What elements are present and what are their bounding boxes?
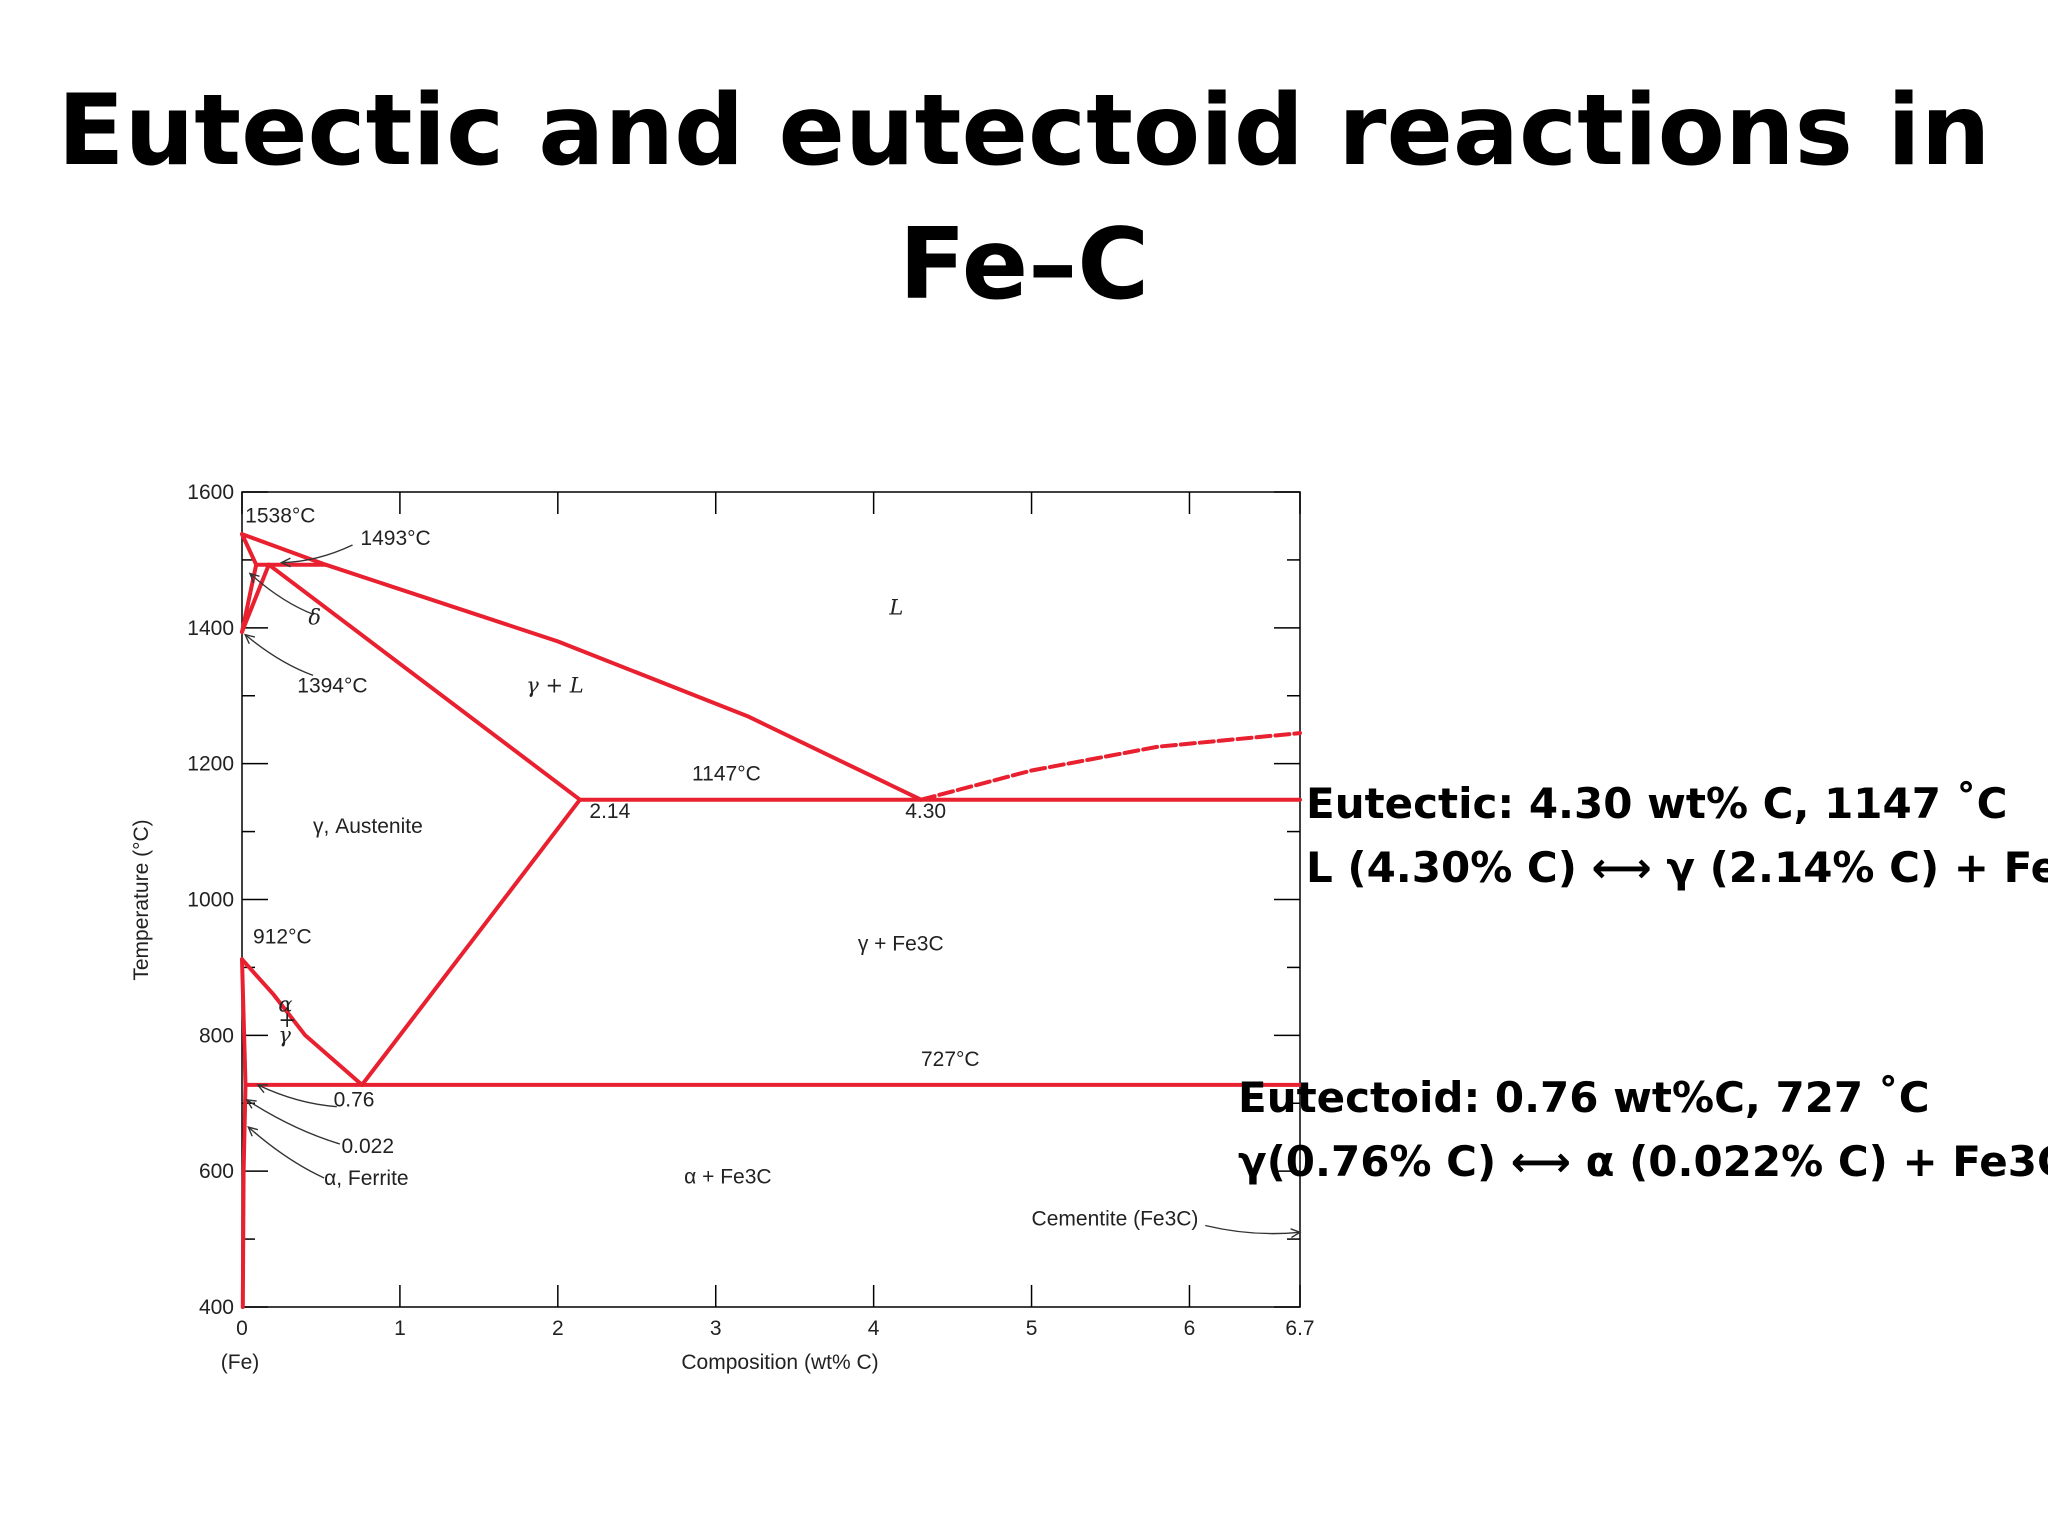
x-tick-label-1: 1: [394, 1317, 406, 1340]
annotation-19: α + Fe3C: [684, 1165, 771, 1188]
annotation-8: 4.30: [905, 800, 946, 823]
annotation-14: γ: [278, 1023, 291, 1047]
eutectic-note-line-2: L (4.30% C) ⟷ γ (2.14% C) + Fe3C: [1306, 843, 2048, 892]
y-tick-label-3: 1000: [187, 889, 234, 912]
eutectic-note: Eutectic: 4.30 wt% C, 1147 ˚C L (4.30% C…: [1306, 772, 2048, 900]
callout-arrow-2: [243, 633, 314, 677]
callout-arrow-head-3: [256, 1084, 268, 1094]
annotation-6: 1147°C: [692, 763, 761, 786]
annotation-10: 912°C: [253, 926, 312, 949]
callout-arrow-line-1: [249, 572, 314, 615]
x-axis-title: Composition (wt% C): [681, 1351, 878, 1374]
callout-arrow-0: [279, 544, 353, 568]
annotation-0: 1538°C: [245, 505, 315, 528]
eutectoid-note: Eutectoid: 0.76 wt%C, 727 ˚C γ(0.76% C) …: [1238, 1066, 2048, 1194]
annotation-5: γ + L: [526, 673, 583, 697]
callout-arrow-line-4: [246, 1099, 341, 1145]
x-tick-label-7: 6.7: [1285, 1317, 1314, 1340]
tick-labels: 0 1 2 3 4 5 6 6.7 400 600 800 1000 1200 1400 1600: [187, 481, 1314, 1340]
phase-line-4: [240, 562, 271, 634]
y-tick-label-1: 600: [199, 1160, 234, 1183]
callout-arrow-head-1: [248, 572, 260, 584]
y-tick-label-5: 1400: [187, 617, 234, 640]
annotation-9: γ, Austenite: [313, 815, 423, 838]
y-tick-label-0: 400: [199, 1296, 234, 1319]
x-tick-label-0: 0: [236, 1317, 248, 1340]
slide-title: Eutectic and eutectoid reactions in Fe–C: [0, 64, 2048, 332]
phase-line-0: [240, 532, 923, 802]
y-axis-title: Temperature (°C): [130, 819, 153, 980]
eutectoid-note-line-1: Eutectoid: 0.76 wt%C, 727 ˚C: [1238, 1073, 1930, 1122]
callout-arrow-4: [245, 1098, 341, 1145]
phase-line-5: [266, 562, 582, 802]
callout-arrow-line-3: [257, 1084, 337, 1108]
annotation-7: 2.14: [589, 800, 630, 823]
callout-arrow-head-2: [243, 633, 256, 645]
eutectic-note-line-1: Eutectic: 4.30 wt% C, 1147 ˚C: [1306, 779, 2008, 828]
phase-line-7: [360, 797, 582, 1087]
region-labels: 1538°C 1493°C δ 1394°C Lγ + L 1147°C 2.14 4.30 γ…: [245, 505, 1198, 1231]
x-tick-label-6: 6: [1184, 1317, 1196, 1340]
phase-line-11: [240, 1082, 248, 1309]
callout-arrow-6: [1205, 1224, 1302, 1239]
callout-arrow-5: [247, 1125, 325, 1179]
x-tick-label-3: 3: [710, 1317, 722, 1340]
callout-arrow-line-0: [281, 544, 353, 564]
annotation-12: α: [278, 993, 292, 1017]
eutectoid-note-line-2: γ(0.76% C) ⟷ α (0.022% C) + Fe3C: [1238, 1137, 2048, 1186]
x-tick-label-4: 4: [868, 1317, 880, 1340]
callout-arrows: [243, 544, 1302, 1239]
y-tick-label-2: 800: [199, 1024, 234, 1047]
annotation-17: 0.022: [341, 1135, 394, 1158]
callout-arrow-head-4: [245, 1098, 257, 1109]
annotation-18: α, Ferrite: [324, 1167, 408, 1190]
x-origin-label: (Fe): [221, 1351, 260, 1374]
callout-arrow-line-2: [244, 634, 314, 677]
callout-arrow-1: [248, 572, 314, 615]
phase-line-9: [240, 957, 248, 1087]
phase-lines: [240, 532, 1302, 1309]
annotation-13: +: [278, 1008, 296, 1032]
annotation-16: 0.76: [334, 1089, 375, 1112]
callout-arrow-line-6: [1205, 1224, 1301, 1235]
axis-ticks: [241, 491, 1301, 1308]
x-tick-label-2: 2: [552, 1317, 564, 1340]
annotation-2: δ: [308, 605, 321, 629]
slide-title-line-2: Fe–C: [898, 208, 1150, 322]
annotation-3: 1394°C: [297, 674, 367, 697]
x-tick-label-5: 5: [1026, 1317, 1038, 1340]
annotation-20: Cementite (Fe3C): [1032, 1208, 1199, 1231]
callout-arrow-head-5: [247, 1125, 259, 1137]
phase-line-8: [240, 957, 364, 1087]
callout-arrow-line-5: [247, 1126, 325, 1179]
annotation-1: 1493°C: [360, 527, 430, 550]
phase-line-1: [240, 532, 259, 567]
annotation-11: γ + Fe3C: [858, 932, 944, 955]
callout-arrow-head-0: [279, 557, 291, 568]
y-tick-label-6: 1600: [187, 481, 234, 504]
callout-arrow-3: [256, 1084, 337, 1108]
slide-title-line-1: Eutectic and eutectoid reactions in: [57, 74, 1991, 188]
annotation-4: L: [888, 595, 903, 619]
phase-line-12: [919, 731, 1302, 802]
y-tick-label-4: 1200: [187, 753, 234, 776]
annotation-15: 727°C: [921, 1048, 980, 1071]
callout-arrow-head-6: [1290, 1228, 1302, 1239]
